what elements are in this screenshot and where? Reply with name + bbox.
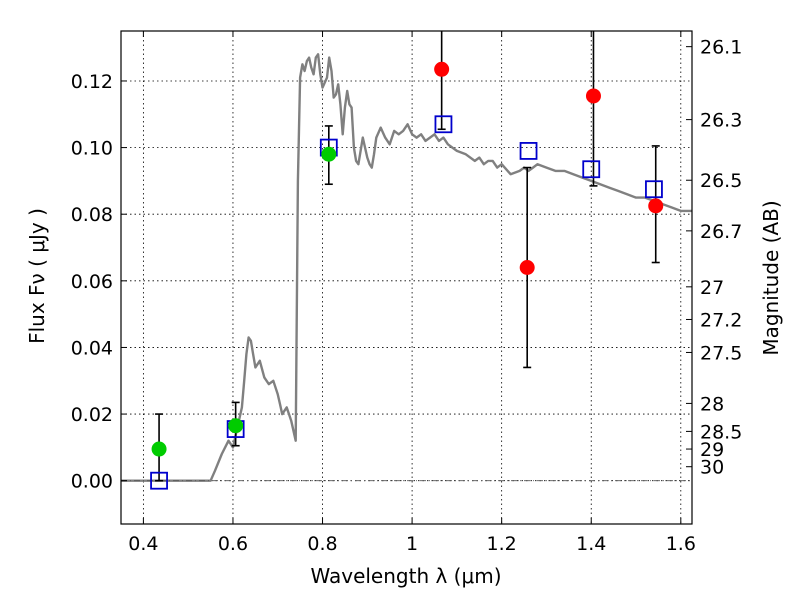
y-tick-label: 0.12 bbox=[71, 71, 113, 93]
model-photometry-square bbox=[519, 142, 538, 160]
right-axis-label: Magnitude (AB) bbox=[759, 200, 783, 355]
x-tick-label: 0.4 bbox=[128, 533, 158, 555]
mag-tick-label: 26.1 bbox=[700, 37, 742, 59]
red-data-point bbox=[648, 198, 664, 214]
red-data-point bbox=[585, 88, 601, 104]
x-tick-label: 1.2 bbox=[487, 533, 517, 555]
green-data-point bbox=[228, 418, 244, 434]
x-axis-label: Wavelength λ (μm) bbox=[310, 564, 501, 588]
model-photometry-square bbox=[434, 115, 453, 134]
y-tick-label: 0.08 bbox=[71, 204, 113, 226]
model-photometry-square bbox=[645, 180, 663, 199]
mag-tick-label: 27.5 bbox=[700, 342, 742, 364]
red-data-point bbox=[519, 260, 535, 276]
mag-tick-label: 26.5 bbox=[700, 170, 742, 192]
y-tick-label: 0.06 bbox=[71, 271, 113, 293]
x-tick-label: 1.4 bbox=[576, 533, 606, 555]
model-photometry-square bbox=[582, 160, 601, 179]
mag-tick-label: 27 bbox=[700, 277, 724, 299]
gridlines bbox=[121, 31, 692, 524]
x-tick-label: 0.6 bbox=[218, 533, 248, 555]
y-tick-label: 0.04 bbox=[71, 337, 113, 359]
mag-tick-label: 30 bbox=[700, 457, 724, 479]
y-axis-label: Flux Fν ( μJy ) bbox=[25, 208, 49, 344]
data-series bbox=[121, 31, 692, 490]
mag-tick-label: 27.2 bbox=[700, 309, 742, 331]
y-tick-label: 0.10 bbox=[71, 138, 113, 160]
mag-tick-label: 29 bbox=[700, 439, 724, 461]
red-data-point bbox=[434, 61, 450, 77]
green-data-point bbox=[321, 146, 337, 162]
y-tick-label: 0.00 bbox=[71, 471, 113, 493]
mag-tick-label: 26.7 bbox=[700, 221, 742, 243]
model-photometry-square bbox=[150, 471, 168, 490]
y-tick-label: 0.02 bbox=[71, 404, 113, 426]
x-tick-label: 1.6 bbox=[666, 533, 696, 555]
green-data-point bbox=[151, 441, 167, 457]
mag-tick-label: 26.3 bbox=[700, 110, 742, 132]
plot-frame bbox=[120, 30, 693, 525]
mag-tick-label: 28.5 bbox=[700, 421, 742, 443]
x-tick-label: 1 bbox=[406, 533, 418, 555]
x-tick-label: 0.8 bbox=[307, 533, 337, 555]
axis-ticks: 0.4 0.6 0.8 1 1.2 1.4 1.6 0.00 0.02 0.04 0.06 0.08 0… bbox=[71, 31, 742, 555]
sed-model-line bbox=[121, 53, 692, 482]
mag-tick-label: 28 bbox=[700, 393, 724, 415]
